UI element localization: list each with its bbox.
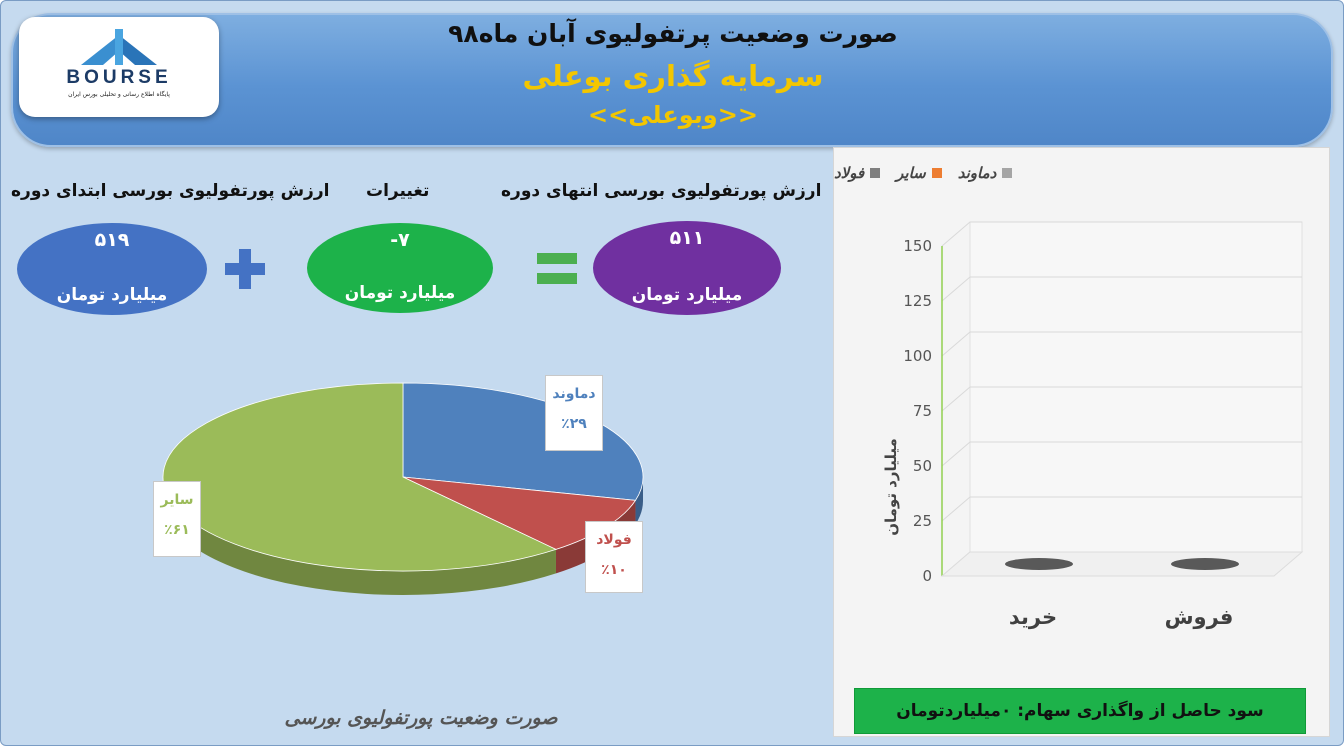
legend-item-sayer: سایر	[896, 164, 942, 182]
trades-chart-panel: دماوند سایر فولاد 0 25 50 75 100 125 150 خرید فر…	[833, 147, 1330, 737]
y-tick-label: 25	[913, 512, 932, 530]
y-tick-label: 50	[913, 457, 932, 475]
legend-swatch-damavand	[1002, 168, 1013, 178]
gridline	[941, 386, 1302, 412]
y-tick-label: 150	[903, 237, 932, 255]
pie-label-sayer-name: سایر	[160, 492, 194, 508]
start-value: ۵۱۹	[94, 229, 130, 251]
legend-label-foolad: فولاد	[834, 164, 865, 182]
end-value: ۵۱۱	[669, 227, 705, 249]
plus-icon	[225, 249, 265, 289]
equals-icon	[537, 253, 577, 284]
y-axis-label: میلیارد تومان	[881, 438, 900, 536]
pie-label-sayer: سایر ٪۶۱	[153, 481, 201, 557]
y-tick-label: 75	[913, 402, 932, 420]
bar-0	[1005, 558, 1073, 570]
trades-bar-chart: 0 25 50 75 100 125 150 خرید فروش	[903, 221, 1304, 629]
pie-label-damavand-name: دماوند	[552, 386, 596, 402]
ticker-symbol: <<وبوعلی>>	[588, 101, 758, 129]
change-value: -۷	[390, 229, 410, 251]
x-tick-label: فروش	[1165, 605, 1234, 629]
pie-label-sayer-value: ٪۶۱	[164, 522, 190, 538]
change-ellipse: -۷ میلیارد تومان	[307, 223, 493, 313]
pie-caption: صورت وضعیت پورتفولیوی بورسی	[284, 707, 558, 729]
bar-1	[1171, 558, 1239, 570]
legend-label-sayer: سایر	[896, 164, 926, 182]
logo-mark	[81, 29, 157, 65]
end-value-label: ارزش پورتفولیوی بورسی انتهای دوره	[501, 181, 822, 201]
chart-floor	[940, 551, 1304, 577]
start-value-label: ارزش پورتفولیوی بورسی ابتدای دوره	[11, 181, 330, 201]
start-value-ellipse: ۵۱۹ میلیارد تومان	[17, 223, 207, 315]
legend-item-damavand: دماوند	[958, 164, 1013, 182]
legend-label-damavand: دماوند	[957, 164, 997, 182]
legend-item-foolad: فولاد	[834, 164, 881, 182]
y-tick-label: 100	[903, 347, 932, 365]
pie-label-foolad: فولاد ٪۱۰	[585, 521, 643, 593]
logo-tagline: پایگاه اطلاع رسانی و تحلیلی بورس ایران	[68, 91, 170, 98]
end-value-unit: میلیارد تومان	[631, 285, 743, 305]
pie-label-damavand-value: ٪۲۹	[561, 416, 587, 432]
gridline	[941, 331, 1302, 357]
chart-legend: دماوند سایر فولاد	[834, 164, 1194, 182]
gridline	[941, 496, 1302, 522]
legend-swatch-foolad	[870, 168, 881, 178]
pie-side-2	[163, 477, 556, 595]
change-unit: میلیارد تومان	[344, 283, 456, 303]
y-tick-label: 0	[922, 567, 932, 585]
sale-profit-box: سود حاصل از واگذاری سهام: ۰میلیاردتومان	[854, 688, 1306, 734]
pie-label-foolad-value: ٪۱۰	[601, 562, 627, 578]
y-tick-label: 125	[903, 292, 932, 310]
gridline	[941, 221, 1302, 247]
pie-label-foolad-name: فولاد	[596, 532, 632, 548]
logo-text: BOURSE	[66, 67, 172, 88]
pie-label-damavand: دماوند ٪۲۹	[545, 375, 603, 451]
bourse-logo: BOURSE پایگاه اطلاع رسانی و تحلیلی بورس …	[19, 17, 219, 117]
legend-swatch-sayer	[931, 168, 942, 178]
page-title: صورت وضعیت پرتفولیوی آبان ماه۹۸	[448, 19, 898, 48]
change-label: تغییرات	[366, 181, 430, 201]
company-name: سرمایه گذاری بوعلی	[522, 59, 824, 93]
end-value-ellipse: ۵۱۱ میلیارد تومان	[593, 221, 781, 315]
gridline	[941, 276, 1302, 302]
x-tick-label: خرید	[1009, 605, 1057, 629]
title-banner	[11, 13, 1333, 147]
gridline	[941, 441, 1302, 467]
start-value-unit: میلیارد تومان	[56, 285, 168, 305]
